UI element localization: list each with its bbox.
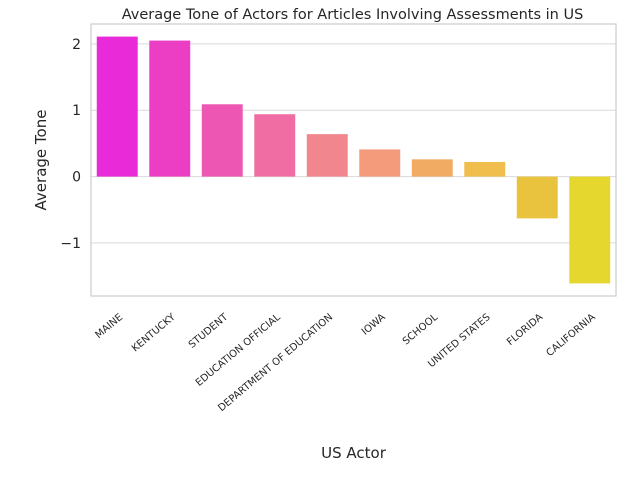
x-axis-label: US Actor [321, 444, 387, 462]
y-tick-layer: −1 0 1 2 [60, 37, 81, 252]
bar-layer [96, 36, 611, 284]
y-tick-label: 0 [72, 170, 81, 186]
bar [411, 159, 453, 177]
bar [201, 104, 243, 177]
x-tick-label: SCHOOL [401, 312, 441, 348]
bar [96, 36, 138, 177]
x-tick-label: IOWA [360, 312, 388, 338]
y-tick-label: 2 [72, 37, 81, 53]
chart-title: Average Tone of Actors for Articles Invo… [122, 7, 584, 23]
bar [254, 114, 296, 177]
x-tick-label: KENTUCKY [130, 311, 178, 354]
y-tick-label: −1 [60, 236, 81, 252]
bar [569, 176, 611, 284]
x-tick-label: MAINE [93, 312, 125, 341]
bar [464, 161, 506, 177]
y-axis-label: Average Tone [32, 110, 50, 211]
x-tick-label: FLORIDA [505, 312, 545, 348]
bar [306, 134, 348, 177]
x-tick-label: CALIFORNIA [545, 312, 598, 359]
plot-frame [90, 23, 617, 297]
y-tick-label: 1 [72, 103, 81, 119]
bar [516, 176, 558, 219]
x-tick-label: EDUCATION OFFICIAL [194, 312, 283, 389]
x-tick-label: DEPARTMENT OF EDUCATION [216, 312, 335, 414]
bar [149, 40, 191, 177]
x-tick-label: STUDENT [187, 311, 231, 350]
bar [359, 149, 401, 177]
